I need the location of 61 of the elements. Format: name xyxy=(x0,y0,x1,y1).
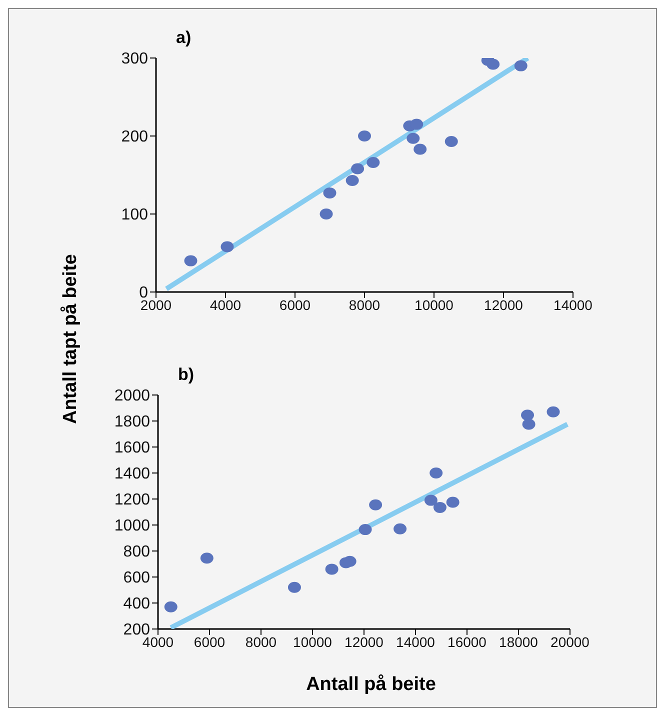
y-axis-title: Antall tapt på beite xyxy=(60,254,82,424)
point xyxy=(320,208,333,220)
x-tick-label: 10000 xyxy=(293,634,332,650)
point xyxy=(546,406,560,418)
point xyxy=(343,556,356,567)
y-tick-label: 1400 xyxy=(114,466,150,483)
y-tick-label: 300 xyxy=(121,50,148,68)
x-tick-label: 20000 xyxy=(550,634,590,650)
point xyxy=(184,255,198,266)
point xyxy=(521,410,534,421)
x-tick-label: 6000 xyxy=(194,634,226,650)
y-tick-label: 1000 xyxy=(114,518,150,535)
x-tick-label: 6000 xyxy=(279,296,311,313)
x-tick-label: 12000 xyxy=(484,296,524,313)
point xyxy=(424,494,438,506)
x-tick-label: 16000 xyxy=(448,634,487,650)
point xyxy=(406,132,420,144)
point xyxy=(288,582,301,593)
point xyxy=(433,502,446,513)
x-tick-label: 2000 xyxy=(140,296,172,313)
point xyxy=(200,552,214,564)
x-tick-label: 8000 xyxy=(348,296,380,313)
point xyxy=(323,187,336,198)
point xyxy=(351,163,364,174)
point xyxy=(410,118,424,130)
chart-title: b) xyxy=(178,365,194,385)
y-tick-label: 1200 xyxy=(114,492,150,509)
y-tick-label: 200 xyxy=(121,128,148,146)
point xyxy=(446,496,460,508)
y-tick-label: 600 xyxy=(123,570,150,587)
y-tick-label: 800 xyxy=(123,544,150,561)
x-tick-label: 4000 xyxy=(142,634,174,650)
x-tick-label: 18000 xyxy=(499,634,538,650)
y-tick-label: 1600 xyxy=(114,440,150,457)
y-tick-label: 400 xyxy=(123,596,150,613)
y-tick-label: 1800 xyxy=(114,414,150,431)
x-axis-title: Antall på beite xyxy=(306,674,436,696)
y-tick-label: 2000 xyxy=(114,388,150,405)
point xyxy=(164,601,178,612)
chart-title: a) xyxy=(176,28,192,48)
x-tick-label: 10000 xyxy=(414,296,454,313)
point xyxy=(486,58,500,70)
x-tick-label: 4000 xyxy=(210,296,242,313)
point xyxy=(430,468,443,478)
point xyxy=(325,564,338,575)
x-tick-label: 14000 xyxy=(396,634,436,650)
x-tick-label: 8000 xyxy=(245,634,277,650)
point xyxy=(358,524,372,536)
point xyxy=(414,144,427,155)
point xyxy=(514,60,528,72)
x-tick-label: 14000 xyxy=(554,296,593,313)
y-tick-label: 100 xyxy=(121,206,148,224)
point xyxy=(444,136,458,147)
point xyxy=(358,130,371,142)
point xyxy=(394,523,407,534)
x-tick-label: 12000 xyxy=(344,634,384,650)
point xyxy=(366,157,380,168)
point xyxy=(369,499,382,510)
point xyxy=(220,241,234,252)
point xyxy=(522,418,536,430)
point xyxy=(346,174,359,186)
